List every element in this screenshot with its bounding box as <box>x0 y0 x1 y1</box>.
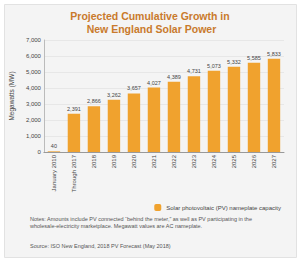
svg-text:2021: 2021 <box>151 154 157 168</box>
svg-text:Megawatts (MW): Megawatts (MW) <box>8 71 16 120</box>
svg-text:Notes: Amounts include PV conn: Notes: Amounts include PV connected “beh… <box>30 216 254 222</box>
svg-text:Through 2017: Through 2017 <box>71 154 77 192</box>
svg-text:2019: 2019 <box>111 154 117 168</box>
svg-text:2,391: 2,391 <box>67 106 81 112</box>
svg-text:2024: 2024 <box>211 154 217 168</box>
svg-text:7,000: 7,000 <box>26 37 42 43</box>
svg-text:4,000: 4,000 <box>26 85 42 91</box>
svg-text:2027: 2027 <box>271 154 277 168</box>
svg-text:2,000: 2,000 <box>26 117 42 123</box>
svg-text:1,000: 1,000 <box>26 133 42 139</box>
svg-text:New England Solar Power: New England Solar Power <box>84 23 216 35</box>
svg-text:5,833: 5,833 <box>267 51 281 57</box>
svg-text:2,866: 2,866 <box>87 98 101 104</box>
svg-text:3,262: 3,262 <box>107 92 121 98</box>
svg-text:6,000: 6,000 <box>26 53 42 59</box>
svg-text:2025: 2025 <box>231 154 237 168</box>
svg-text:4,027: 4,027 <box>147 80 161 86</box>
svg-text:0: 0 <box>38 149 42 155</box>
svg-text:5,073: 5,073 <box>207 63 221 69</box>
svg-text:3,657: 3,657 <box>127 85 141 91</box>
svg-text:2020: 2020 <box>131 154 137 168</box>
svg-text:wholesale-electricity marketpl: wholesale-electricity marketplace. Megaw… <box>29 223 203 229</box>
svg-text:5,585: 5,585 <box>247 55 261 61</box>
svg-text:40: 40 <box>51 143 57 149</box>
svg-text:2022: 2022 <box>171 154 177 168</box>
svg-text:4,389: 4,389 <box>167 74 181 80</box>
svg-text:2018: 2018 <box>91 154 97 168</box>
svg-text:2026: 2026 <box>251 154 257 168</box>
svg-text:Solar photovoltaic (PV) namepl: Solar photovoltaic (PV) nameplate capaci… <box>166 205 281 211</box>
svg-text:2023: 2023 <box>191 154 197 168</box>
svg-text:January 2010: January 2010 <box>51 154 57 191</box>
svg-text:Source: ISO New England, 2018: Source: ISO New England, 2018 PV Forecas… <box>30 243 171 249</box>
svg-text:3,000: 3,000 <box>26 101 42 107</box>
svg-text:5,000: 5,000 <box>26 69 42 75</box>
svg-text:Projected Cumulative Growth in: Projected Cumulative Growth in <box>70 10 229 22</box>
svg-text:5,332: 5,332 <box>227 59 241 65</box>
svg-text:4,731: 4,731 <box>187 68 201 74</box>
